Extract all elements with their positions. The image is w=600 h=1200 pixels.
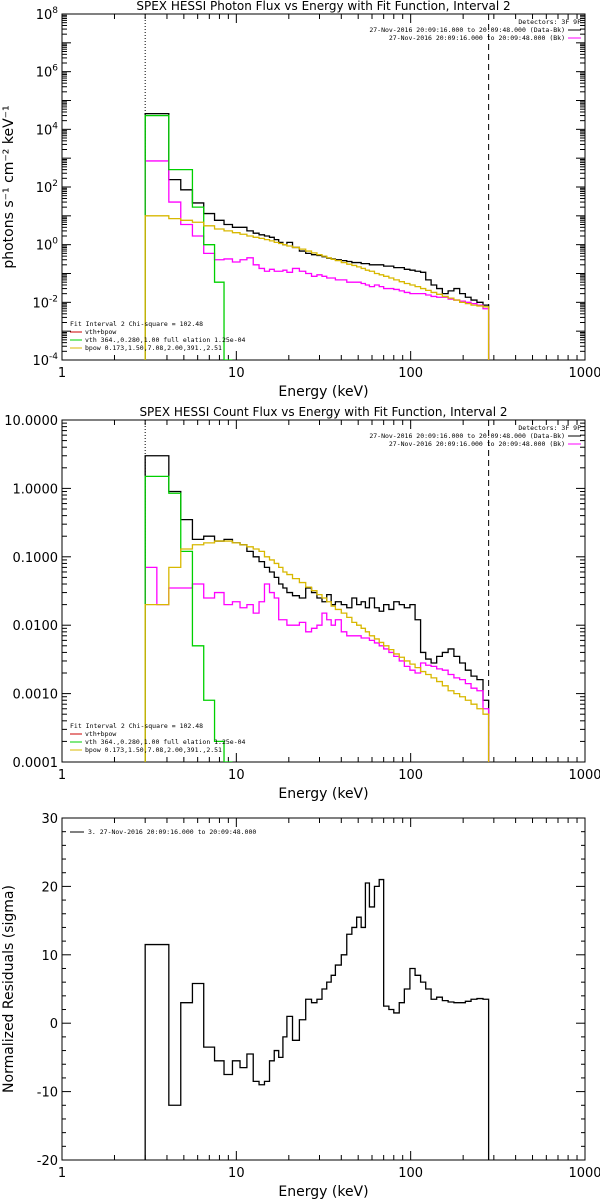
plot-area	[144, 455, 490, 762]
detectors-label: Detectors: 3F 9F	[518, 18, 581, 26]
legend-text: 27-Nov-2016 20:09:16.000 to 20:09:48.000…	[389, 34, 565, 42]
fit-legend-text: vth 364.,0.280,1.00 full elation 1.25e-0…	[85, 738, 246, 746]
y-axis-label: photons s⁻¹ cm⁻² keV⁻¹	[1, 105, 17, 268]
chart-3: 1 10 100 1000 -20 -10 0 10 20 30 Energy (keV) Norma…	[1, 812, 600, 1200]
series-vth	[144, 475, 233, 762]
fit-legend-text: vth 364.,0.280,1.00 full elation 1.25e-0…	[85, 336, 246, 344]
y-tick-label: 30	[41, 812, 58, 827]
x-tick-label: 100	[398, 768, 423, 783]
plot-frame	[61, 817, 586, 1161]
x-tick-label: 1000	[568, 768, 600, 783]
fit-label: Fit Interval 2 Chi-square = 102.48	[70, 722, 203, 730]
x-tick-label: 1	[58, 768, 66, 783]
x-tick-label: 1	[58, 366, 66, 381]
fit-legend-text: vth+bpow	[85, 328, 116, 336]
y-tick-label: 100	[36, 237, 59, 254]
x-tick-label: 1	[58, 1166, 66, 1181]
series-data-bk	[144, 455, 490, 762]
y-tick-label: 0.0001	[13, 756, 59, 771]
legend-text: 27-Nov-2016 20:09:16.000 to 20:09:48.000…	[369, 26, 565, 34]
x-tick-label: 1000	[568, 366, 600, 381]
fit-legend-text: bpow 0.173,1.50,7.08,2.00,391.,2.51	[85, 344, 222, 352]
chart-title: SPEX HESSI Photon Flux vs Energy with Fi…	[136, 0, 510, 13]
fit-legend-text: bpow 0.173,1.50,7.08,2.00,391.,2.51	[85, 746, 222, 754]
detectors-label: Detectors: 3F 9F	[518, 424, 581, 432]
y-tick-label: 102	[36, 179, 58, 196]
plot-area	[144, 878, 490, 1160]
x-axis-label: Energy (keV)	[278, 384, 368, 400]
plot-frame	[61, 419, 586, 763]
chart-1: 1 10 100 1000 10-4 10-2 100 102 104 106 108 SPEX HE…	[1, 0, 600, 400]
y-tick-label: -10	[37, 1086, 58, 1101]
x-axis-label: Energy (keV)	[278, 1184, 368, 1200]
y-tick-label: 0.1000	[13, 551, 59, 566]
y-tick-label: 0.0010	[13, 688, 59, 703]
x-tick-label: 100	[398, 366, 423, 381]
y-tick-label: -20	[37, 1154, 58, 1169]
series-vth	[144, 114, 233, 360]
y-tick-label: 10-2	[32, 294, 58, 311]
series-bpow	[144, 215, 490, 360]
y-tick-label: 1.0000	[13, 482, 59, 497]
series-bk	[144, 160, 490, 360]
plot-area	[144, 113, 490, 360]
y-tick-label: 0	[50, 1017, 58, 1032]
y-tick-label-top: 108	[36, 6, 59, 23]
x-tick-label: 10	[228, 1166, 245, 1181]
legend-text: 27-Nov-2016 20:09:16.000 to 20:09:48.000…	[369, 432, 565, 440]
fit-label: Fit Interval 2 Chi-square = 102.48	[70, 320, 203, 328]
y-tick-label: 10	[41, 949, 58, 964]
x-tick-label: 100	[398, 1166, 423, 1181]
y-tick-label: 104	[36, 121, 59, 138]
series-bk	[144, 566, 490, 762]
chart-title: SPEX HESSI Count Flux vs Energy with Fit…	[139, 405, 507, 419]
legend-text: 3. 27-Nov-2016 20:09:16.000 to 20:09:48.…	[88, 828, 256, 836]
fit-legend-text: vth+bpow	[85, 730, 116, 738]
y-tick-label: 10.0000	[4, 414, 58, 429]
legend-text: 27-Nov-2016 20:09:16.000 to 20:09:48.000…	[389, 440, 565, 448]
chart-2: 1 10 100 1000 0.0001 0.0010 0.0100 0.1000 1.0000…	[4, 405, 600, 802]
y-tick-label: 106	[36, 64, 59, 81]
x-tick-label: 10	[228, 366, 245, 381]
y-axis-label: Normalized Residuals (sigma)	[1, 885, 17, 1093]
y-tick-label: 20	[41, 880, 58, 895]
series-residuals	[144, 878, 490, 1160]
y-tick-label: 0.0100	[13, 619, 59, 634]
series-bpow	[144, 540, 490, 762]
x-tick-label: 1000	[568, 1166, 600, 1181]
y-tick-label: 10-4	[32, 352, 58, 369]
plot-frame	[61, 13, 586, 361]
x-axis-label: Energy (keV)	[278, 786, 368, 802]
x-tick-label: 10	[228, 768, 245, 783]
